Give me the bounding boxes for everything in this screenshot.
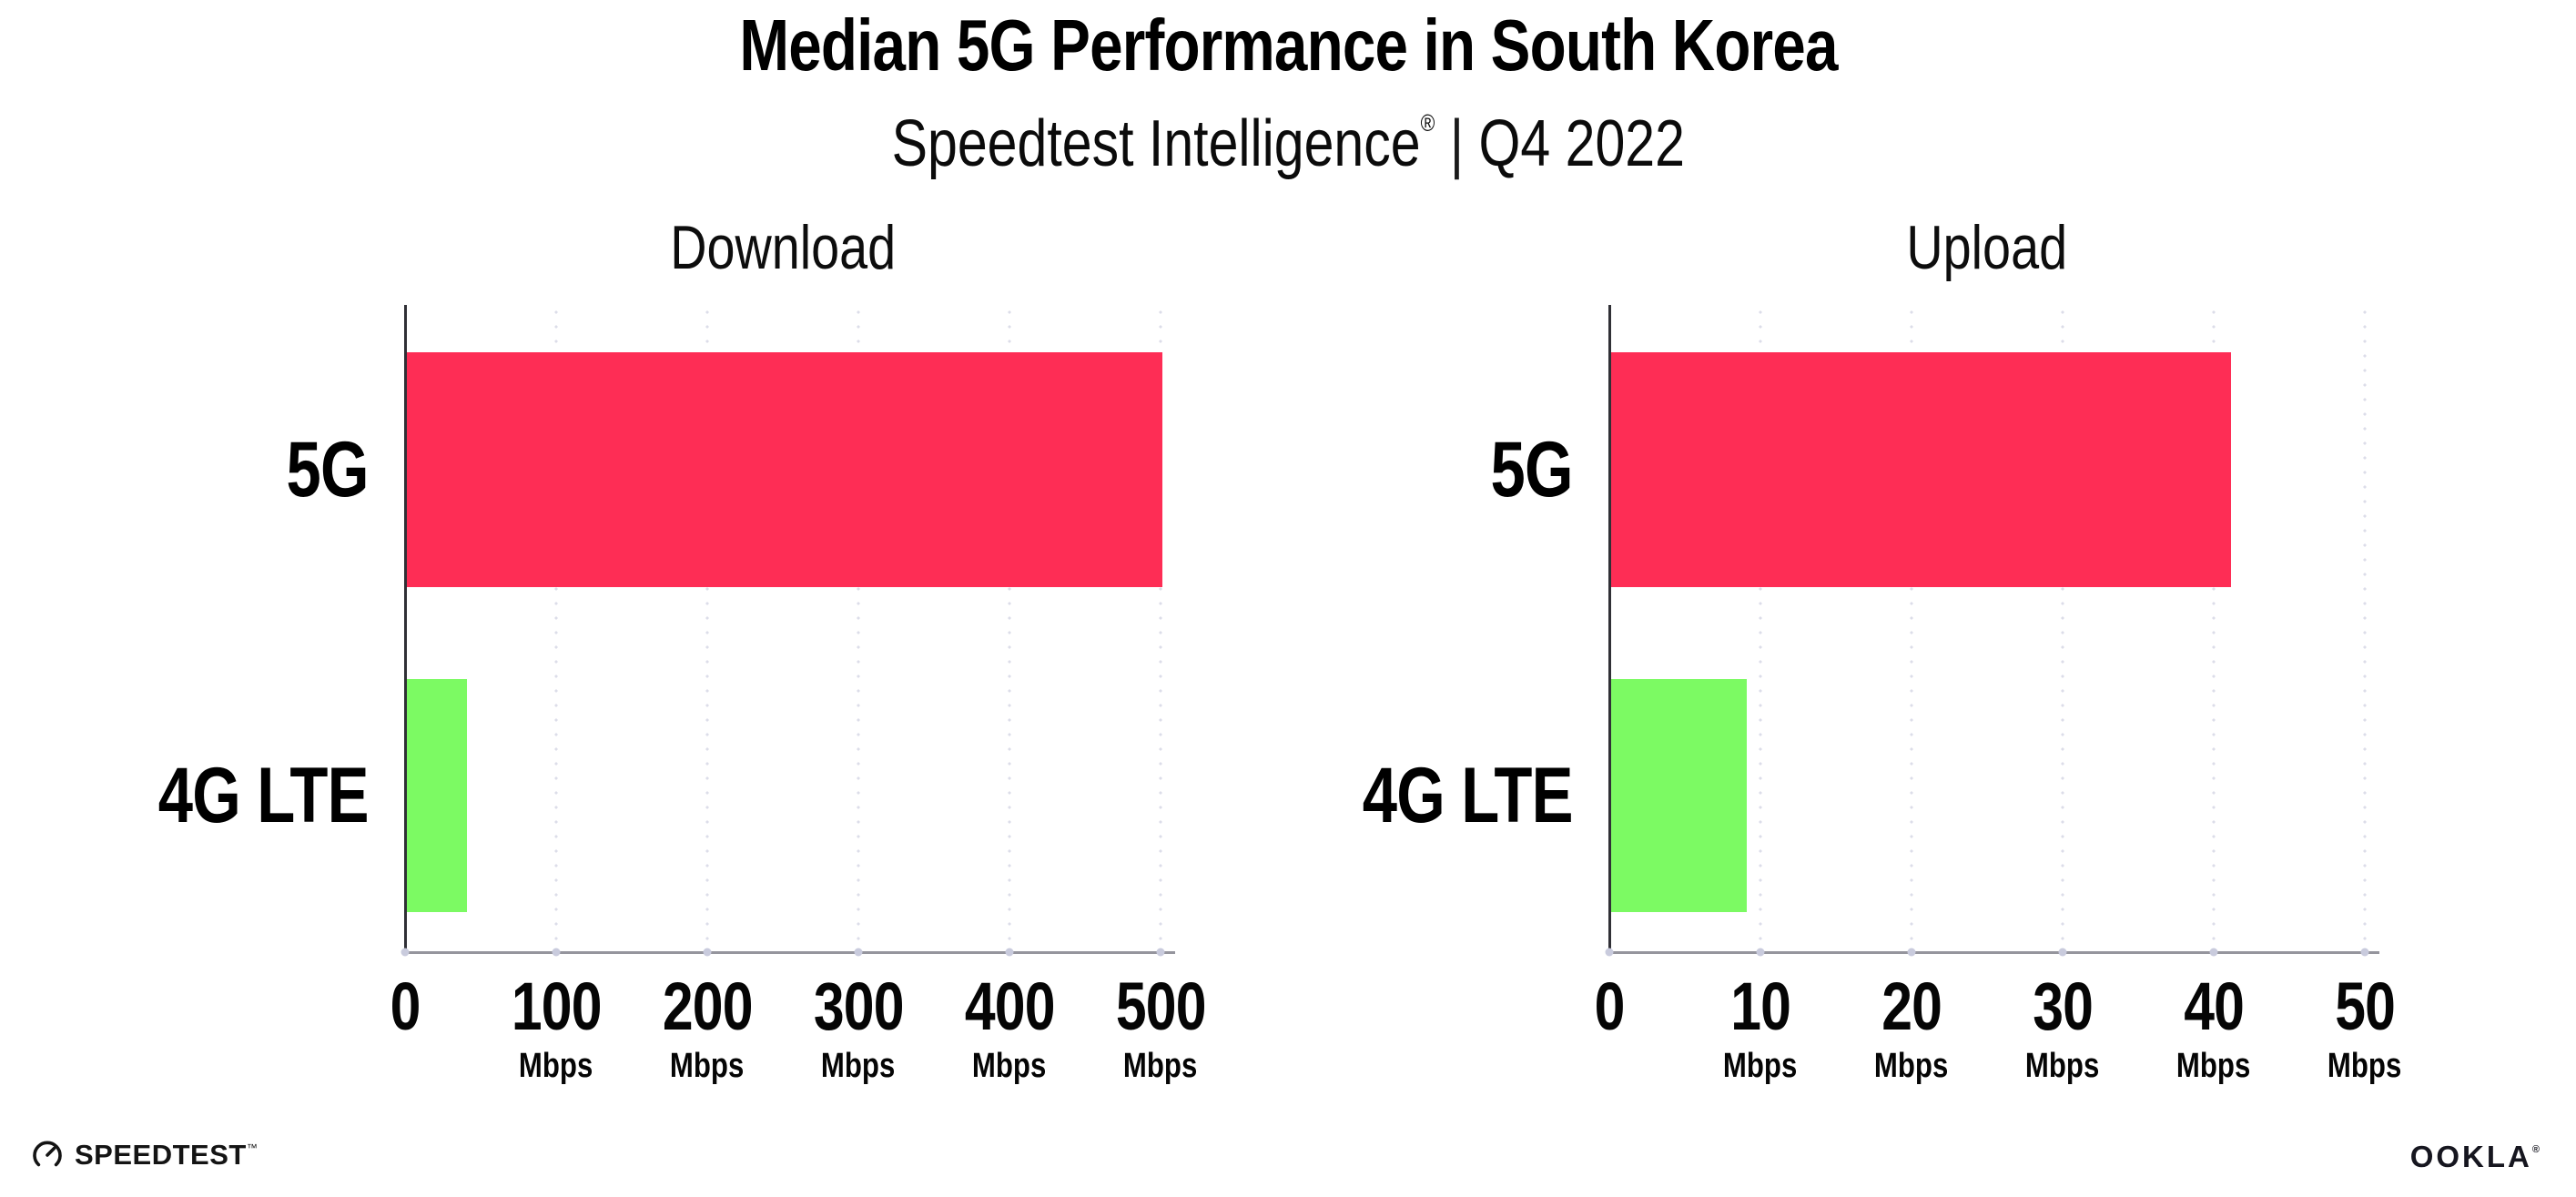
tick-value: 0 — [1594, 969, 1626, 1044]
y-axis-line — [1608, 305, 1611, 954]
x-tick-label: 40 Mbps — [2077, 969, 2350, 1085]
tick-unit: Mbps — [2176, 1047, 2251, 1085]
vertical-gridline — [1910, 305, 1913, 951]
ookla-logo: OOKLA® — [2410, 1140, 2540, 1174]
category-label: 5G — [1490, 425, 1574, 513]
category-label: 5G — [286, 425, 370, 513]
tick-unit: Mbps — [972, 1047, 1047, 1085]
upload-chart-panel: Upload 5G 4G LTE 0 10 Mbps 20 Mbps 30 Mbps 40 Mbps 5… — [1363, 214, 2402, 1106]
x-axis-line — [403, 951, 1175, 954]
panel-title: Download — [669, 213, 896, 282]
x-tick-label: 400 Mbps — [873, 969, 1146, 1085]
axis-tick-dot — [2058, 948, 2067, 957]
axis-tick-dot — [1605, 948, 1614, 957]
ookla-registered-mark: ® — [2531, 1144, 2540, 1155]
axis-tick-dot — [1156, 948, 1165, 957]
tick-unit: Mbps — [821, 1047, 896, 1085]
page-subtitle: Speedtest Intelligence® | Q4 2022 — [0, 86, 2576, 181]
axis-tick-dot — [2209, 948, 2218, 957]
speedtest-gauge-icon — [33, 1141, 62, 1167]
tick-value: 40 — [2184, 969, 2245, 1044]
x-axis-line — [1607, 951, 2379, 954]
x-tick-label: 0 — [269, 973, 542, 1040]
tick-value: 0 — [390, 969, 421, 1044]
axis-tick-dot — [401, 948, 410, 957]
axis-tick-dot — [1907, 948, 1916, 957]
vertical-gridline — [1159, 305, 1162, 951]
tick-unit: Mbps — [1874, 1047, 1949, 1085]
subtitle-separator: | — [1449, 107, 1464, 180]
speedtest-wordmark: SPEEDTEST™ — [75, 1139, 259, 1171]
tick-value: 30 — [2033, 969, 2094, 1044]
axis-tick-dot — [854, 948, 863, 957]
vertical-gridline — [2061, 305, 2064, 951]
x-tick-label: 500 Mbps — [1024, 969, 1297, 1085]
category-label: 4G LTE — [1363, 751, 1574, 839]
y-axis-line — [404, 305, 407, 954]
tick-unit: Mbps — [1723, 1047, 1798, 1085]
vertical-gridline — [857, 305, 860, 951]
tick-value: 200 — [662, 969, 754, 1044]
tick-value: 50 — [2335, 969, 2396, 1044]
trademark-mark: ™ — [246, 1141, 259, 1154]
x-tick-label: 10 Mbps — [1624, 969, 1897, 1085]
bar-5g — [1611, 352, 2231, 587]
speedtest-logo: SPEEDTEST™ — [30, 1137, 258, 1173]
bar-5g — [407, 352, 1162, 587]
tick-unit: Mbps — [670, 1047, 745, 1085]
bar-4g-lte — [1611, 679, 1747, 912]
tick-value: 10 — [1730, 969, 1791, 1044]
tick-value: 100 — [511, 969, 603, 1044]
tick-value: 20 — [1881, 969, 1942, 1044]
x-tick-label: 20 Mbps — [1775, 969, 2048, 1085]
ookla-wordmark: OOKLA — [2409, 1140, 2532, 1173]
vertical-gridline — [705, 305, 709, 951]
subtitle-period: Q4 2022 — [1478, 107, 1685, 180]
tick-unit: Mbps — [2328, 1047, 2402, 1085]
x-tick-label: 50 Mbps — [2228, 969, 2501, 1085]
tick-unit: Mbps — [519, 1047, 593, 1085]
x-tick-label: 30 Mbps — [1926, 969, 2199, 1085]
vertical-gridline — [1759, 305, 1762, 951]
axis-tick-dot — [552, 948, 561, 957]
tick-unit: Mbps — [1123, 1047, 1198, 1085]
tick-value: 300 — [813, 969, 905, 1044]
x-tick-label: 0 — [1473, 973, 1746, 1040]
download-chart-panel: Download 5G 4G LTE 0 100 Mbps 200 Mbps 300 Mbps 40… — [158, 214, 1206, 1106]
axis-tick-dot — [703, 948, 712, 957]
vertical-gridline — [2363, 305, 2367, 951]
page-title: Median 5G Performance in South Korea — [738, 5, 1838, 86]
x-tick-label: 200 Mbps — [571, 969, 844, 1085]
tick-unit: Mbps — [2025, 1047, 2100, 1085]
vertical-gridline — [2212, 305, 2216, 951]
vertical-gridline — [554, 305, 558, 951]
tick-value: 500 — [1115, 969, 1207, 1044]
x-tick-label: 300 Mbps — [722, 969, 995, 1085]
registered-mark: ® — [1420, 109, 1435, 137]
category-label: 4G LTE — [158, 751, 370, 839]
axis-tick-dot — [1756, 948, 1765, 957]
panel-title: Upload — [1906, 213, 2068, 282]
axis-tick-dot — [1005, 948, 1014, 957]
x-tick-label: 100 Mbps — [420, 969, 693, 1085]
subtitle-source: Speedtest Intelligence — [891, 107, 1421, 180]
bar-4g-lte — [407, 679, 467, 912]
vertical-gridline — [1008, 305, 1011, 951]
axis-tick-dot — [2360, 948, 2369, 957]
tick-value: 400 — [964, 969, 1056, 1044]
